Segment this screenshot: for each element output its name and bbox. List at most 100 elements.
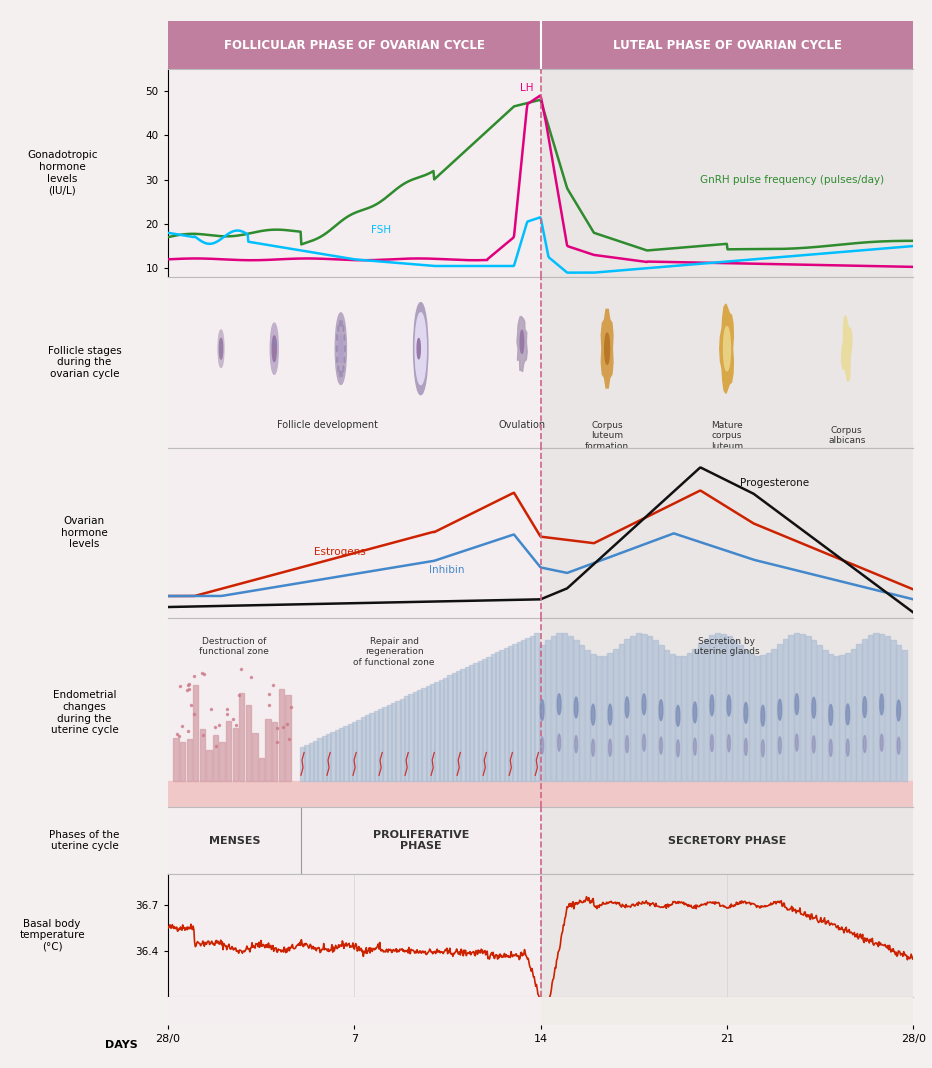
Bar <box>272 722 278 781</box>
Bar <box>443 677 448 781</box>
Bar <box>259 757 264 781</box>
Ellipse shape <box>744 703 747 723</box>
Ellipse shape <box>659 700 663 721</box>
Ellipse shape <box>541 737 543 754</box>
Bar <box>266 719 271 781</box>
Circle shape <box>219 339 223 359</box>
Bar <box>206 750 212 781</box>
Bar <box>737 645 743 781</box>
Bar <box>168 807 541 874</box>
Bar <box>840 656 844 781</box>
Text: LUTEAL PHASE OF OVARIAN CYCLE: LUTEAL PHASE OF OVARIAN CYCLE <box>612 38 842 51</box>
Circle shape <box>415 313 426 384</box>
Bar <box>834 656 839 781</box>
Bar <box>240 693 244 781</box>
Circle shape <box>414 302 428 395</box>
Bar <box>540 645 545 781</box>
Bar <box>343 726 349 781</box>
Bar <box>504 648 509 781</box>
Bar <box>529 635 535 781</box>
Bar <box>652 640 658 781</box>
Bar <box>726 635 732 781</box>
Ellipse shape <box>880 694 884 714</box>
Bar <box>404 696 409 781</box>
Ellipse shape <box>609 739 611 756</box>
Bar <box>777 644 783 781</box>
Bar <box>352 722 357 781</box>
Circle shape <box>418 339 420 359</box>
Ellipse shape <box>625 736 628 753</box>
Ellipse shape <box>745 738 747 755</box>
Bar <box>579 645 584 781</box>
Ellipse shape <box>642 694 646 714</box>
Bar <box>541 447 913 618</box>
Polygon shape <box>517 316 528 372</box>
Bar <box>434 681 440 781</box>
Text: DAYS: DAYS <box>104 1039 138 1050</box>
Text: MENSES: MENSES <box>209 835 260 846</box>
Bar <box>619 644 624 781</box>
Bar <box>521 640 527 781</box>
Ellipse shape <box>778 737 781 754</box>
Bar <box>800 633 805 781</box>
Bar <box>173 738 179 781</box>
Bar <box>300 747 305 781</box>
Bar <box>591 654 596 781</box>
Bar <box>584 649 590 781</box>
Bar <box>879 633 884 781</box>
Polygon shape <box>720 304 733 393</box>
Bar <box>761 656 765 781</box>
Bar <box>253 733 257 781</box>
Bar <box>382 707 388 781</box>
Bar <box>602 656 607 781</box>
Bar <box>630 635 636 781</box>
Bar <box>348 724 353 781</box>
Bar <box>551 635 556 781</box>
Ellipse shape <box>693 702 697 723</box>
Bar <box>526 638 531 781</box>
Bar <box>704 640 709 781</box>
Bar <box>676 656 680 781</box>
Bar <box>473 663 479 781</box>
Bar <box>845 653 850 781</box>
Bar <box>811 640 816 781</box>
Ellipse shape <box>642 734 646 751</box>
Bar <box>822 650 828 781</box>
Bar <box>556 633 562 781</box>
Bar <box>608 654 612 781</box>
Ellipse shape <box>541 700 544 721</box>
Bar <box>482 659 487 781</box>
Ellipse shape <box>863 696 867 718</box>
Text: Mature
corpus
luteum: Mature corpus luteum <box>711 421 743 451</box>
Text: Destruction of
functional zone: Destruction of functional zone <box>199 637 269 657</box>
Bar <box>317 738 322 781</box>
Text: Corpus
albicans: Corpus albicans <box>829 426 866 445</box>
Ellipse shape <box>575 736 578 753</box>
Text: Inhibin: Inhibin <box>429 565 464 575</box>
Bar <box>374 711 379 781</box>
Ellipse shape <box>778 700 782 720</box>
Bar <box>545 640 551 781</box>
Ellipse shape <box>557 734 560 751</box>
Bar <box>447 675 453 781</box>
Bar <box>613 649 619 781</box>
Bar <box>901 650 907 781</box>
Bar <box>681 656 686 781</box>
Bar <box>413 692 418 781</box>
Bar <box>534 633 540 781</box>
Bar <box>749 654 754 781</box>
Circle shape <box>338 335 343 362</box>
Text: Estrogens: Estrogens <box>314 547 366 557</box>
Bar <box>304 744 309 781</box>
Bar <box>168 996 541 1025</box>
Bar <box>709 635 715 781</box>
Y-axis label: Endometrial
changes
during the
uterine cycle: Endometrial changes during the uterine c… <box>50 690 118 735</box>
Bar <box>568 635 573 781</box>
Bar <box>541 277 913 447</box>
Text: Corpus
luteum
formation: Corpus luteum formation <box>585 421 629 451</box>
Bar <box>896 645 901 781</box>
Bar <box>669 654 675 781</box>
Ellipse shape <box>710 735 713 752</box>
Bar <box>233 728 238 781</box>
Text: Repair and
regeneration
of functional zone: Repair and regeneration of functional zo… <box>353 637 435 666</box>
